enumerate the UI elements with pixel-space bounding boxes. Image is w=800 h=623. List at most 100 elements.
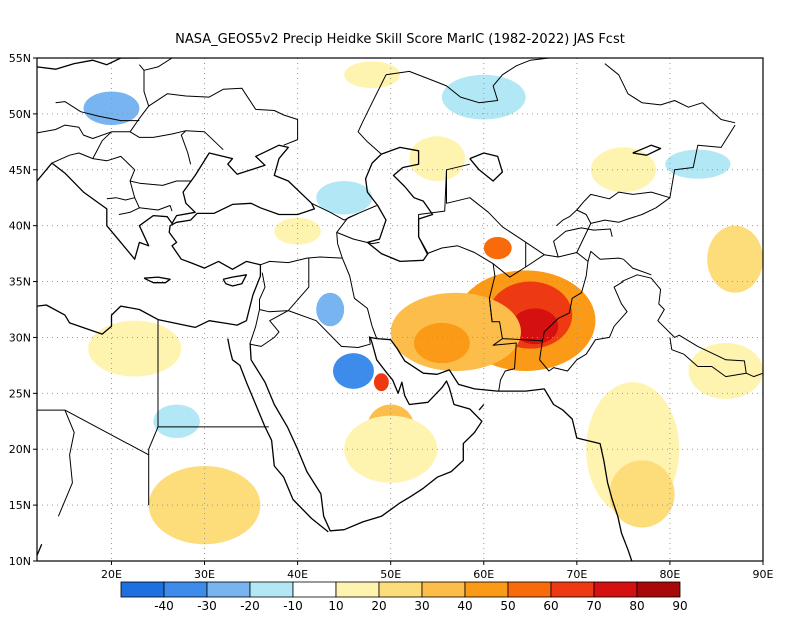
border-8: [288, 310, 371, 348]
colorbar-swatch: [507, 581, 552, 598]
border-17: [553, 227, 613, 258]
lon-tick-label: 20E: [101, 568, 122, 581]
colorbar-swatch: [292, 581, 337, 598]
coastlines-and-borders: [37, 58, 763, 561]
border-19: [418, 163, 470, 254]
colorbar-label: 20: [371, 599, 386, 613]
skill-region-8: [332, 353, 374, 389]
colorbar-swatch: [550, 581, 595, 598]
lon-tick-label: 80E: [659, 568, 680, 581]
colorbar-label: 60: [543, 599, 558, 613]
skill-score-field: [83, 61, 763, 545]
colorbar-swatch: [593, 581, 638, 598]
colorbar-label: -20: [240, 599, 260, 613]
border-30: [92, 155, 192, 186]
lat-tick-label: 35N: [9, 276, 31, 289]
lon-tick-label: 90E: [753, 568, 774, 581]
border-14: [488, 298, 493, 322]
border-38: [143, 58, 173, 71]
coastline-7: [469, 152, 504, 182]
skill-region-4: [413, 322, 470, 364]
colorbar-label: 10: [328, 599, 343, 613]
border-33: [139, 205, 173, 212]
lat-tick-label: 55N: [9, 52, 31, 65]
colorbar-label: -30: [197, 599, 217, 613]
border-23: [556, 209, 592, 227]
border-3: [57, 409, 75, 517]
colorbar-swatch: [378, 581, 423, 598]
lat-tick-label: 50N: [9, 108, 31, 121]
border-37: [148, 87, 299, 146]
border-25: [385, 58, 549, 104]
border-0: [148, 319, 159, 455]
colorbar-label: -40: [154, 599, 174, 613]
border-41: [623, 258, 652, 276]
border-9: [341, 257, 378, 339]
map-frame: [36, 57, 764, 562]
border-13: [426, 245, 517, 392]
border-21: [539, 281, 628, 372]
skill-region-22: [316, 180, 373, 215]
colorbar-swatch: [636, 581, 681, 598]
border-36: [180, 130, 192, 165]
skill-region-21: [153, 404, 200, 439]
skill-region-16: [707, 225, 763, 293]
skill-region-5: [483, 236, 512, 260]
colorbar-swatch: [464, 581, 509, 598]
skill-region-14: [609, 460, 675, 528]
skill-region-11: [88, 320, 182, 377]
skill-region-20: [665, 149, 731, 179]
border-16: [502, 261, 589, 342]
lon-tick-label: 70E: [566, 568, 587, 581]
colorbar-label: 80: [629, 599, 644, 613]
colorbar-label: 70: [586, 599, 601, 613]
colorbar-swatch: [120, 581, 165, 598]
border-18: [446, 169, 545, 256]
border-32: [106, 197, 135, 201]
colorbar-label: -10: [283, 599, 303, 613]
border-39: [621, 274, 747, 378]
coastline-8: [37, 58, 140, 70]
lon-tick-label: 30E: [194, 568, 215, 581]
coastline-4: [222, 274, 248, 287]
border-10: [336, 205, 377, 259]
lat-tick-label: 20N: [9, 443, 31, 456]
skill-region-25: [344, 61, 401, 89]
border-6: [259, 258, 310, 313]
border-7: [250, 310, 289, 347]
coastline-2: [249, 336, 633, 561]
border-27: [357, 74, 387, 155]
skill-region-15: [688, 343, 763, 399]
border-22: [576, 124, 736, 253]
skill-region-17: [590, 147, 656, 193]
skill-region-10: [148, 465, 261, 545]
border-40: [745, 372, 763, 378]
coastline-9: [632, 144, 662, 156]
skill-region-23: [274, 217, 321, 245]
border-35: [55, 101, 140, 122]
lon-tick-label: 60E: [473, 568, 494, 581]
lat-tick-label: 30N: [9, 331, 31, 344]
lat-tick-label: 25N: [9, 387, 31, 400]
lat-tick-label: 10N: [9, 555, 31, 568]
axis-labels: 20E 30E 40E 50E 60E 70E 80E 90E 10N 15N 20N 25N 30N 3…: [9, 52, 774, 581]
skill-region-9: [316, 292, 345, 327]
lat-tick-label: 45N: [9, 164, 31, 177]
skill-region-6: [373, 373, 389, 392]
lat-tick-label: 40N: [9, 220, 31, 233]
colorbar-swatch: [421, 581, 466, 598]
skill-region-2: [511, 308, 559, 345]
border-29: [51, 131, 112, 164]
colorbar: -40 -30 -20 -10 10 20 30 40 50 60 70 80 90: [120, 581, 688, 613]
map-title: NASA_GEOS5v2 Precip Heidke Skill Score M…: [175, 32, 625, 47]
colorbar-swatch: [249, 581, 294, 598]
colorbar-swatch: [335, 581, 380, 598]
colorbar-swatch: [163, 581, 208, 598]
colorbar-label: 90: [672, 599, 687, 613]
coastline-6: [364, 146, 434, 263]
lon-tick-label: 50E: [380, 568, 401, 581]
border-24: [576, 191, 671, 211]
colorbar-label: 50: [500, 599, 515, 613]
skill-region-19: [441, 74, 526, 120]
